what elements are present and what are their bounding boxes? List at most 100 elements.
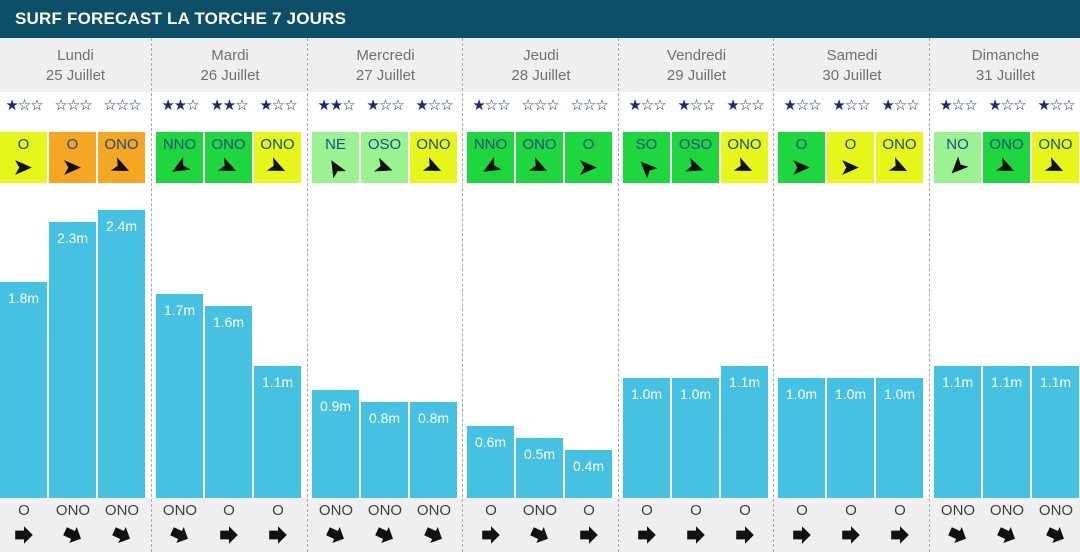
wind-arrow-icon — [889, 157, 908, 172]
day-column: Mercredi 27 Juillet ★★☆ NE 0.9m ONO ★☆☆ OSO 0.8m… — [307, 38, 463, 552]
day-date: 28 Juillet — [511, 67, 571, 84]
swell-direction-label: ONO — [1038, 502, 1074, 519]
wave-height-label: 0.6m — [474, 434, 507, 450]
day-name: Mardi — [211, 47, 249, 64]
wind-cell: NO — [934, 132, 981, 183]
swell-arrow — [636, 524, 658, 546]
wave-height-bar: 0.4m — [565, 450, 612, 498]
rating-stars: ★☆☆ — [881, 97, 919, 114]
swell-arrow-icon — [375, 527, 393, 543]
wind-cell: ONO — [1032, 132, 1079, 183]
rating-stars: ★☆☆ — [1037, 97, 1075, 114]
day-name: Jeudi — [523, 47, 559, 64]
wind-direction-label: ONO — [989, 136, 1024, 153]
swell-arrow-icon — [326, 527, 344, 543]
day-column: Lundi 25 Juillet ★☆☆ O 1.8m O ☆☆☆ O 2.3m ONO ☆☆☆ ON… — [0, 38, 151, 552]
swell-arrow-icon — [63, 527, 81, 543]
day-column: Vendredi 29 Juillet ★☆☆ SO 1.0m O ★☆☆ OSO 1.0m O ★… — [618, 38, 774, 552]
day-name: Samedi — [826, 47, 878, 64]
rating-stars: ★★☆ — [161, 97, 199, 114]
wind-arrow-icon — [640, 161, 657, 178]
swell-band-bg — [930, 498, 1080, 552]
rating-stars: ★☆☆ — [726, 97, 764, 114]
swell-arrow-icon — [687, 526, 705, 544]
wind-direction-label: NO — [946, 136, 969, 153]
wind-cell: SO — [623, 132, 670, 183]
page-title: SURF FORECAST LA TORCHE 7 JOURS — [15, 9, 347, 28]
swell-arrow-icon — [891, 526, 909, 544]
swell-direction-label: ONO — [940, 502, 976, 519]
swell-arrow-icon — [482, 526, 500, 544]
swell-band-bg — [152, 498, 308, 552]
wind-direction-label: SO — [635, 136, 658, 153]
forecast-board: Lundi 25 Juillet ★☆☆ O 1.8m O ☆☆☆ O 2.3m ONO ☆☆☆ ON… — [0, 38, 1080, 552]
header-bar: SURF FORECAST LA TORCHE 7 JOURS — [0, 0, 1080, 38]
swell-direction-label: O — [641, 502, 653, 519]
wind-direction-label: ONO — [727, 136, 762, 153]
swell-direction-label: ONO — [162, 502, 198, 519]
swell-arrow — [578, 524, 600, 546]
day-name: Vendredi — [666, 47, 727, 64]
swell-arrow — [374, 524, 396, 546]
swell-arrow — [267, 524, 289, 546]
swell-arrow — [734, 524, 756, 546]
rating-stars: ★☆☆ — [677, 97, 715, 114]
wave-height-label: 0.8m — [368, 410, 401, 426]
wind-direction-label: O — [582, 136, 595, 153]
swell-arrow-icon — [170, 527, 188, 543]
swell-arrow-icon — [1046, 527, 1064, 543]
rating-stars: ★★☆ — [317, 97, 355, 114]
wind-arrow-icon — [111, 157, 130, 172]
wind-direction-label: O — [844, 136, 857, 153]
wind-arrow-icon — [529, 157, 548, 172]
wave-height-bar: 1.1m — [1032, 366, 1079, 498]
wind-direction-label: O — [17, 136, 30, 153]
swell-arrow — [62, 524, 84, 546]
wave-height-bar: 1.1m — [254, 366, 301, 498]
swell-arrow-icon — [997, 527, 1015, 543]
swell-arrow-icon — [530, 527, 548, 543]
wave-height-bar: 1.0m — [672, 378, 719, 498]
swell-arrow-icon — [269, 526, 287, 544]
wind-cell: ONO — [516, 132, 563, 183]
swell-arrow-icon — [948, 527, 966, 543]
rating-stars: ☆☆☆ — [521, 97, 559, 114]
wave-height-bar: 1.0m — [876, 378, 923, 498]
day-date: 31 Juillet — [975, 67, 1036, 84]
swell-arrow-icon — [424, 527, 442, 543]
wave-height-bar: 0.9m — [312, 390, 359, 498]
wind-arrow-icon — [996, 157, 1015, 172]
wave-height-bar: 1.8m — [0, 282, 47, 498]
day-date: 30 Juillet — [822, 67, 882, 84]
wave-height-bar: 0.8m — [361, 402, 408, 498]
wave-height-bar: 1.7m — [156, 294, 203, 498]
day-date: 25 Juillet — [45, 67, 106, 84]
wave-height-bar: 0.6m — [467, 426, 514, 498]
wave-height-label: 1.0m — [883, 386, 916, 402]
wave-height-bar: 0.5m — [516, 438, 563, 498]
wind-cell: ONO — [205, 132, 252, 183]
wave-height-label: 1.1m — [261, 374, 294, 390]
wind-arrow-icon — [580, 160, 597, 175]
wave-height-label: 1.0m — [834, 386, 867, 402]
wind-direction-label: ONO — [522, 136, 557, 153]
swell-direction-label: O — [845, 502, 857, 519]
swell-arrow — [791, 524, 813, 546]
day-column: Dimanche 31 Juillet ★☆☆ NO 1.1m ONO ★☆☆ ONO 1.1m… — [929, 38, 1080, 552]
wave-height-label: 1.0m — [785, 386, 818, 402]
wave-height-label: 1.0m — [679, 386, 712, 402]
wind-arrow-icon — [1045, 157, 1064, 172]
day-header-bg — [930, 38, 1080, 92]
swell-direction-label: O — [485, 502, 497, 519]
wind-direction-label: O — [795, 136, 808, 153]
swell-arrow — [325, 524, 347, 546]
wind-direction-label: ONO — [260, 136, 295, 153]
swell-direction-label: ONO — [367, 502, 403, 519]
day-column: Samedi 30 Juillet ★☆☆ O 1.0m O ★☆☆ O 1.0m O ★☆☆ ONO… — [773, 38, 930, 552]
rating-stars: ☆☆☆ — [54, 97, 92, 114]
swell-direction-label: ONO — [522, 502, 558, 519]
day-header-bg — [774, 38, 930, 92]
day-name: Mercredi — [356, 47, 415, 64]
swell-arrow — [996, 524, 1018, 546]
wave-height-bar: 2.3m — [49, 222, 96, 498]
